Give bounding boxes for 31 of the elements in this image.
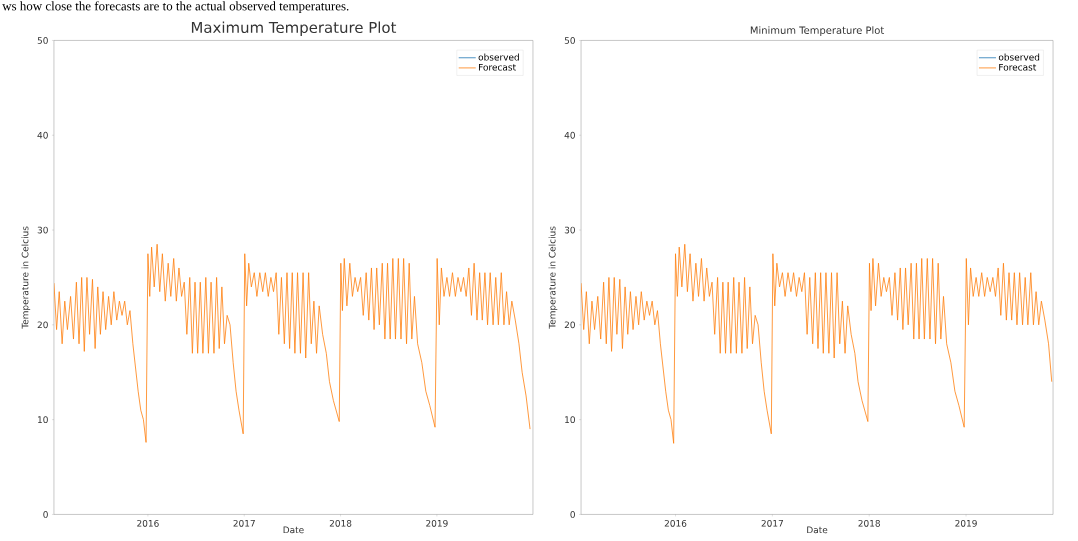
x-tick-label: 2016 (664, 519, 687, 527)
y-tick-label: 10 (565, 416, 575, 424)
x-tick-label: 2017 (233, 519, 255, 527)
text: ws how close the forecasts are to the actual observed temperatures. (2, 1, 349, 14)
y-tick-label: 40 (37, 131, 48, 139)
y-tick-label: 20 (37, 321, 48, 329)
y-tick-label: 50 (564, 37, 575, 44)
legend-label: Forecast (478, 63, 516, 71)
y-tick-label: 40 (564, 131, 575, 139)
legend-label: Forecast (999, 63, 1037, 71)
y-tick-label: 50 (37, 37, 48, 44)
chart-title: Maximum Temperature Plot (191, 21, 397, 36)
chart-title: Minimum Temperature Plot (750, 26, 885, 36)
y-axis-title: Temperature in Celcius (21, 226, 31, 329)
y-tick-label: 20 (564, 321, 575, 329)
x-tick-label: 2017 (761, 519, 783, 527)
x-tick-label: 2018 (858, 519, 880, 527)
legend-label: observed (478, 53, 519, 61)
y-tick-label: 30 (37, 226, 48, 234)
y-tick-label: 0 (570, 511, 575, 518)
y-tick-label: 0 (43, 511, 48, 518)
x-tick-label: 2019 (955, 519, 977, 527)
x-axis-title: Date (283, 526, 304, 534)
y-axis-title: Temperature in Celcius (548, 226, 558, 329)
legend-label: observed (998, 53, 1040, 61)
x-tick-label: 2019 (426, 519, 448, 527)
y-tick-label: 10 (38, 416, 48, 424)
y-tick-label: 30 (564, 226, 575, 234)
x-axis-title: Date (807, 526, 828, 534)
x-tick-label: 2018 (329, 519, 352, 527)
x-tick-label: 2016 (137, 519, 159, 527)
